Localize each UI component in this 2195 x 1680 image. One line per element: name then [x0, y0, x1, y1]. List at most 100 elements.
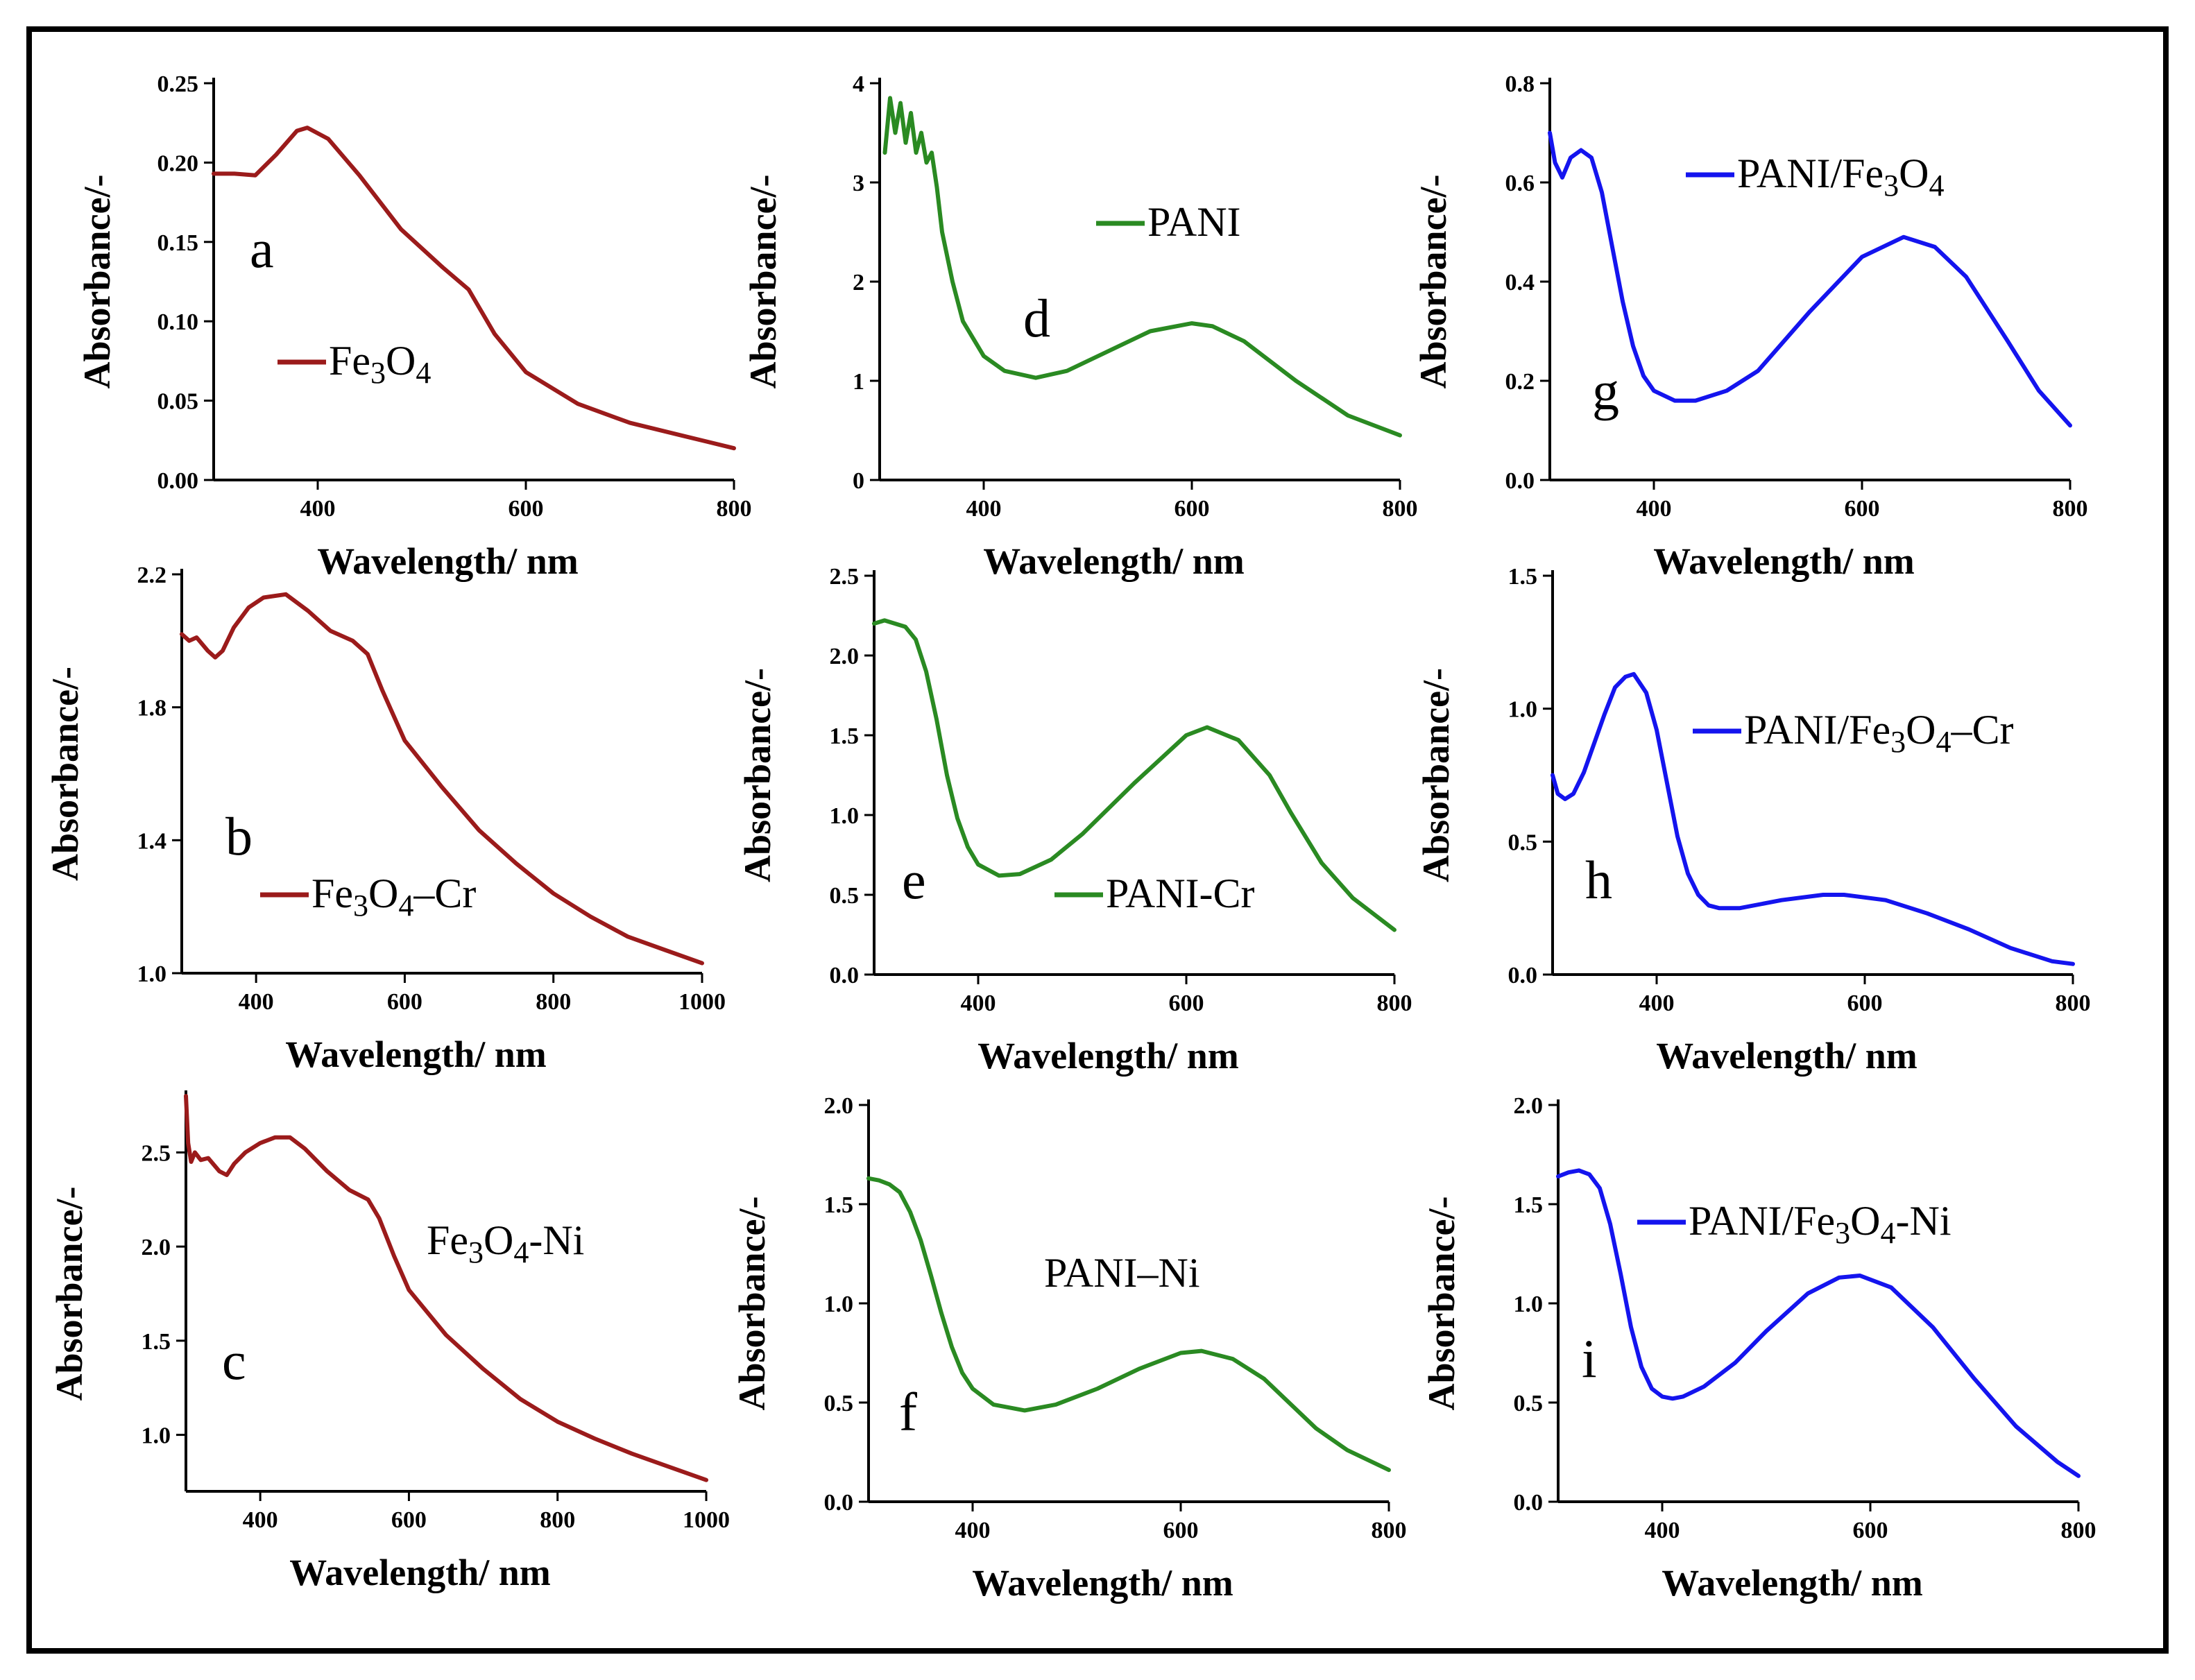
legend-text-part: Fe	[311, 871, 353, 916]
series-line-i	[1556, 1168, 2081, 1478]
x-tick-label: 800	[717, 496, 752, 522]
x-tick-label: 1000	[683, 1507, 730, 1533]
panel-h: 400 600 800 0.0 0.5 1.0 1.5 Wavelength/ nm Absor…	[1415, 564, 2091, 1077]
series-line-c	[184, 1094, 708, 1482]
panel-letter: a	[250, 218, 274, 279]
series-line-a	[212, 126, 736, 451]
x-axis-title: Wavelength/ nm	[983, 540, 1245, 582]
x-axis-title: Wavelength/ nm	[1656, 1035, 1918, 1077]
legend: Fe3O4-Ni	[427, 1217, 584, 1269]
legend: Fe3O4‒Cr	[260, 871, 476, 923]
y-tick-label: 1.0	[1508, 697, 1538, 723]
panel-b: 400 600 800 1000 1.0 1.4 1.8 2.2 Wavelength/ nm A…	[44, 563, 726, 1075]
y-axis-title: Absorbance/-	[44, 667, 86, 881]
y-tick-label: 2.0	[824, 1093, 854, 1119]
y-tick-label: 0.2	[1505, 369, 1535, 395]
x-tick-label: 600	[1853, 1518, 1888, 1543]
panel-letter: g	[1592, 361, 1619, 421]
legend-subscript: 4	[1929, 169, 1945, 203]
legend-text-part: Fe	[427, 1217, 468, 1263]
y-axis-title: Absorbance/-	[1421, 1197, 1462, 1411]
y-tick-label: 1.0	[830, 803, 860, 829]
y-tick-label: 0.0	[1508, 963, 1538, 988]
y-tick-label: 0.15	[157, 230, 199, 256]
legend-text-part: PANI/Fe	[1737, 151, 1884, 196]
legend-label: Fe3O4‒Cr	[311, 871, 476, 923]
y-tick-label: 0.0	[824, 1490, 854, 1516]
y-tick-label: 0.6	[1505, 171, 1535, 196]
y-tick-label: 1.0	[142, 1423, 171, 1449]
figure-frame	[26, 26, 2169, 1654]
legend-label: Fe3O4-Ni	[427, 1217, 584, 1269]
x-tick-label: 400	[1639, 991, 1675, 1016]
x-axis-title: Wavelength/ nm	[977, 1035, 1239, 1077]
legend-subscript: 3	[468, 1235, 484, 1269]
y-tick-label: 1.5	[824, 1192, 854, 1218]
y-axis-title: Absorbance/-	[731, 1197, 773, 1411]
y-tick-label: 1.5	[1508, 564, 1538, 590]
legend-subscript: 4	[513, 1235, 529, 1269]
x-tick-label: 800	[2056, 991, 2091, 1016]
legend-text-part: -Ni	[1896, 1198, 1951, 1244]
legend-subscript: 3	[1884, 169, 1899, 203]
series-line-h	[1551, 671, 2075, 966]
legend-text-part: PANI	[1147, 199, 1241, 245]
x-tick-label: 400	[966, 496, 1002, 522]
x-axis-title: Wavelength/ nm	[285, 1034, 547, 1075]
legend-label: PANI/Fe3O4	[1737, 151, 1945, 203]
legend: PANI/Fe3O4-Ni	[1637, 1198, 1951, 1250]
x-tick-label: 800	[2061, 1518, 2096, 1543]
y-axis-title: Absorbance/-	[1412, 175, 1454, 389]
x-tick-label: 800	[1377, 991, 1412, 1016]
legend-text-part: -Ni	[529, 1217, 584, 1263]
y-tick-label: 1.4	[137, 828, 167, 854]
legend-text-part: O	[368, 871, 398, 916]
x-tick-label: 400	[1637, 496, 1672, 522]
y-tick-label: 1.0	[1514, 1292, 1544, 1317]
x-tick-label: 600	[1163, 1518, 1199, 1543]
y-tick-label: 2.2	[137, 563, 167, 588]
legend-text-part: PANI/Fe	[1689, 1198, 1835, 1244]
y-tick-label: 1.5	[1514, 1192, 1544, 1218]
y-tick-label: 0.0	[830, 963, 860, 988]
panel-letter: b	[225, 806, 253, 866]
panel-c: 400 600 800 1000 1.0 1.5 2.0 2.5 Wavelength/ nm A…	[49, 1090, 730, 1593]
legend: PANI/Fe3O4	[1686, 151, 1945, 203]
x-tick-label: 800	[540, 1507, 575, 1533]
legend-text-part: PANI/Fe	[1744, 707, 1890, 753]
y-tick-label: 0.05	[157, 389, 199, 415]
x-tick-label: 800	[1383, 496, 1418, 522]
legend-label: PANI/Fe3O4‒Cr	[1744, 707, 2014, 759]
panel-letter: c	[222, 1330, 246, 1391]
panel-i: 400 600 800 0.0 0.5 1.0 1.5 2.0 Wavelength/ nm Ab…	[1421, 1093, 2096, 1604]
y-tick-label: 2	[853, 270, 864, 295]
legend-label: PANI/Fe3O4-Ni	[1689, 1198, 1951, 1250]
legend-text-part: ‒Cr	[1951, 707, 2014, 753]
x-tick-label: 800	[2053, 496, 2088, 522]
y-tick-label: 0.5	[1514, 1391, 1544, 1416]
legend-subscript: 3	[1890, 725, 1906, 759]
y-tick-label: 4	[853, 71, 864, 97]
x-tick-label: 800	[536, 989, 571, 1015]
x-tick-label: 600	[387, 989, 422, 1015]
y-tick-label: 1	[853, 369, 864, 395]
legend-subscript: 4	[1881, 1216, 1896, 1250]
y-axis-title: Absorbance/-	[49, 1187, 90, 1401]
x-axis-title: Wavelength/ nm	[1653, 540, 1915, 582]
y-tick-label: 0.25	[157, 71, 199, 97]
panel-a: 400 600 800 0.00 0.05 0.10 0.15 0.20 0.25 Wavelen…	[76, 71, 752, 582]
x-tick-label: 600	[391, 1507, 427, 1533]
legend-label: Fe3O4	[329, 338, 431, 390]
legend: PANI-Cr	[1054, 871, 1255, 916]
y-tick-label: 1.0	[824, 1292, 854, 1317]
legend-label: PANI-Cr	[1106, 871, 1255, 916]
x-tick-label: 600	[1847, 991, 1883, 1016]
y-tick-label: 2.0	[830, 644, 860, 669]
series-line-b	[180, 592, 704, 966]
x-tick-label: 1000	[678, 989, 726, 1015]
y-tick-label: 0.5	[1508, 830, 1538, 855]
x-tick-label: 600	[1169, 991, 1204, 1016]
x-axis-title: Wavelength/ nm	[972, 1562, 1233, 1604]
y-axis-title: Absorbance/-	[737, 668, 778, 882]
y-tick-label: 2.5	[830, 564, 860, 590]
